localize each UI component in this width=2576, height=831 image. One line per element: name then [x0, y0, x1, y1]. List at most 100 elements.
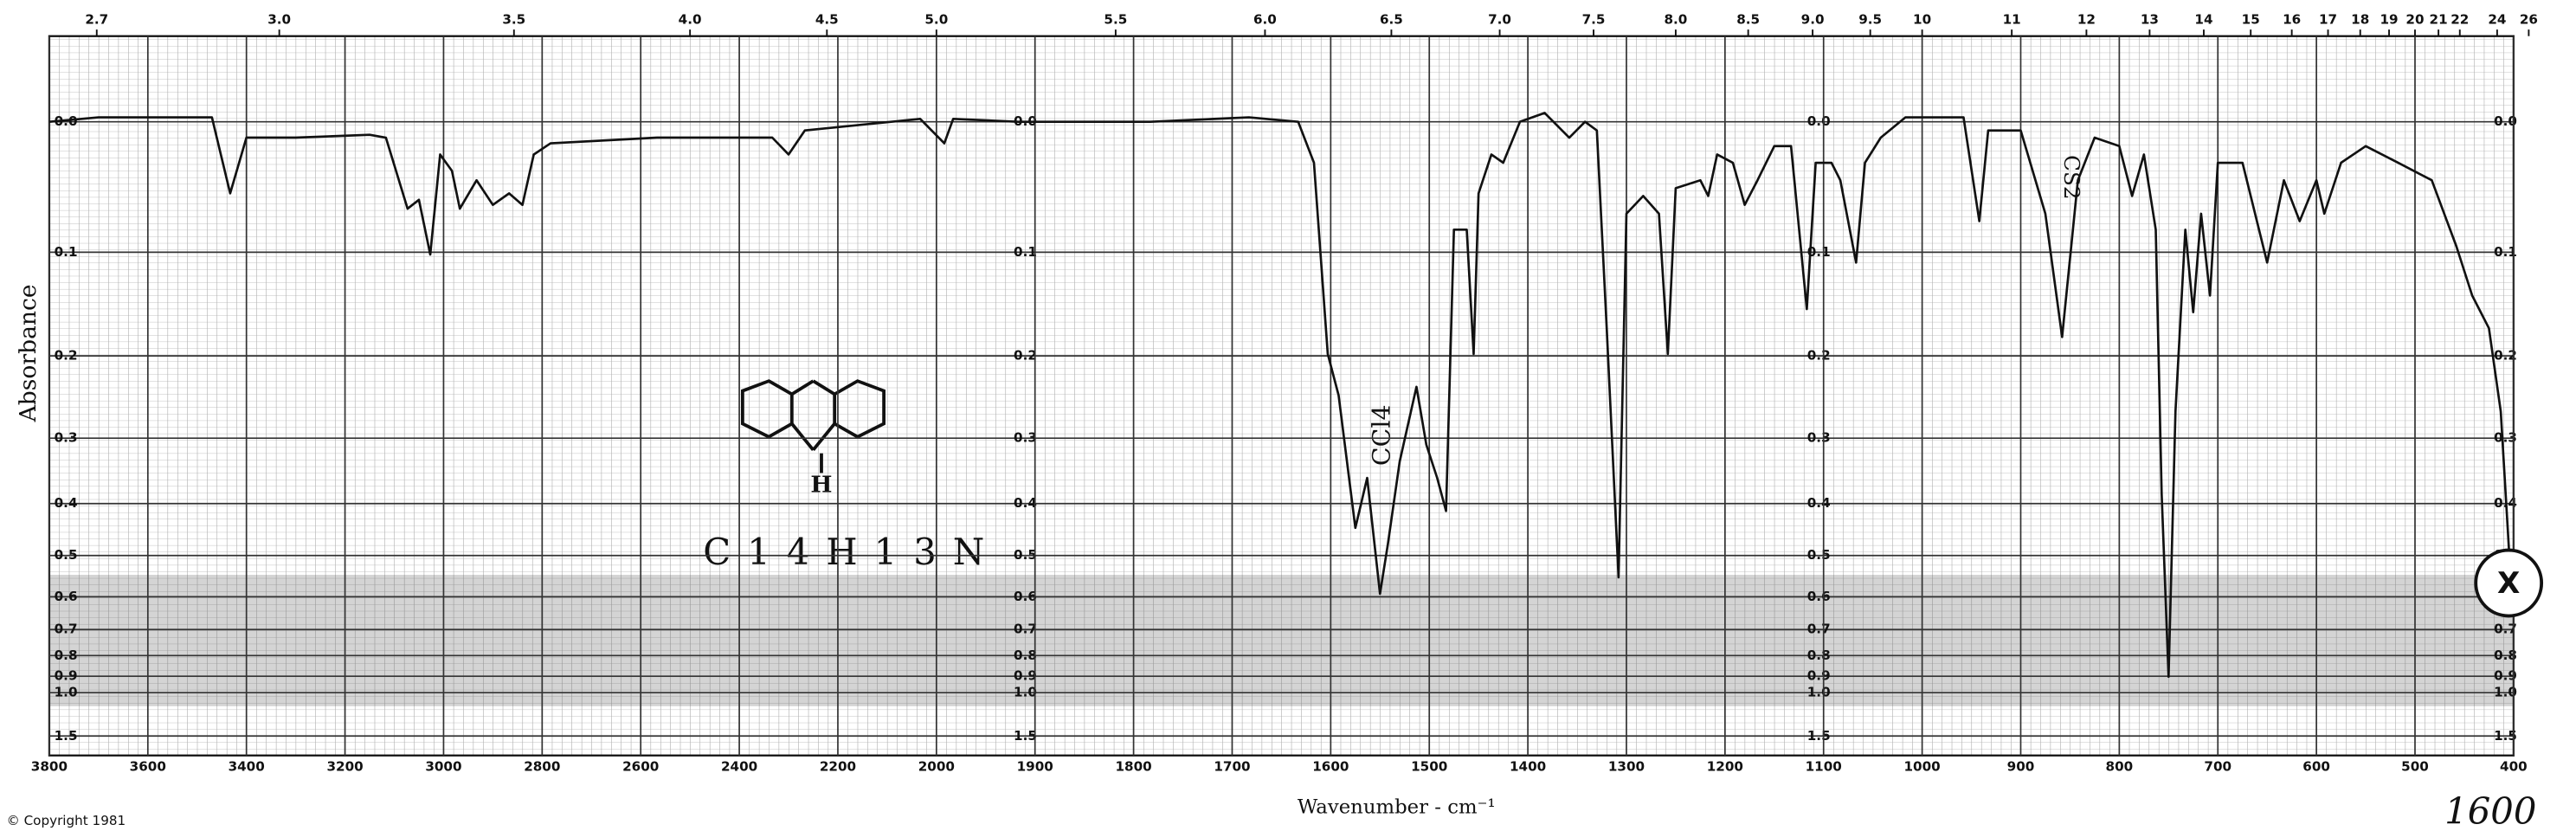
micron-tick-label: 20: [2405, 11, 2424, 27]
x-tick-label: 700: [2204, 759, 2231, 775]
x-tick-label: 900: [2007, 759, 2035, 775]
y-tick-label: 0.5: [1014, 547, 1037, 563]
y-tick-label: 0.8: [1807, 647, 1831, 663]
y-tick-label: 0.9: [2494, 668, 2517, 684]
y-tick-label: 0.7: [55, 622, 78, 637]
x-tick-label: 500: [2401, 759, 2429, 775]
y-tick-label: 0.7: [1014, 622, 1037, 637]
micron-tick-label: 14: [2194, 11, 2212, 27]
micron-tick-label: 8.0: [1664, 11, 1687, 27]
y-tick-label: 1.0: [2494, 685, 2517, 700]
micron-tick-label: 13: [2141, 11, 2159, 27]
formula: C14H13N: [703, 531, 1001, 573]
y-tick-label: 0.3: [1014, 430, 1037, 446]
y-tick-label: 0.7: [1807, 622, 1831, 637]
y-tick-label: 1.0: [55, 685, 78, 700]
x-tick-label: 3800: [31, 759, 68, 775]
x-tick-label: 2600: [622, 759, 659, 775]
y-tick-label: 1.5: [1014, 728, 1037, 744]
micron-tick-label: 24: [2488, 11, 2506, 27]
x-tick-label: 1200: [1707, 759, 1743, 775]
x-tick-label: 2200: [820, 759, 856, 775]
x-tick-label: 1100: [1806, 759, 1842, 775]
y-tick-label: 0.1: [1807, 244, 1831, 260]
x-tick-label: 400: [2500, 759, 2528, 775]
x-tick-label: 800: [2106, 759, 2134, 775]
x-tick-label: 600: [2302, 759, 2330, 775]
micron-tick-label: 4.5: [815, 11, 839, 27]
y-tick-label: 0.0: [2494, 113, 2517, 129]
x-tick-label: 1300: [1608, 759, 1645, 775]
y-tick-label: 0.2: [55, 348, 78, 364]
spectrum-line: [48, 112, 2512, 679]
y-tick-label: 0.2: [1807, 348, 1831, 364]
close-label[interactable]: X: [2497, 566, 2520, 601]
micron-tick-label: 3.5: [502, 11, 525, 27]
x-tick-label: 2800: [524, 759, 560, 775]
x-tick-label: 3400: [229, 759, 265, 775]
y-tick-label: 0.1: [55, 244, 78, 260]
y-tick-label: 1.5: [2494, 728, 2517, 744]
micron-tick-label: 18: [2351, 11, 2369, 27]
close-button[interactable]: X: [2474, 548, 2544, 618]
y-tick-label: 1.0: [1014, 685, 1037, 700]
micron-tick-label: 6.5: [1380, 11, 1403, 27]
y-tick-label: 0.4: [1807, 495, 1831, 511]
micron-tick-label: 6.0: [1253, 11, 1277, 27]
x-tick-label: 1900: [1017, 759, 1053, 775]
x-tick-label: 1400: [1510, 759, 1546, 775]
structure: [740, 379, 886, 473]
micron-tick-label: 17: [2319, 11, 2337, 27]
micron-tick-label: 2.7: [85, 11, 108, 27]
micron-tick-label: 5.0: [924, 11, 948, 27]
x-tick-label: 2000: [918, 759, 955, 775]
y-tick-label: 0.9: [1014, 668, 1037, 684]
micron-tick-label: 10: [1913, 11, 1931, 27]
y-tick-label: 0.2: [1014, 348, 1037, 364]
annotation: CCl4: [1368, 404, 1396, 466]
y-tick-label: 0.3: [55, 430, 78, 446]
y-tick-label: 0.7: [2494, 622, 2517, 637]
micron-tick-label: 3.0: [267, 11, 291, 27]
micron-tick-label: 21: [2430, 11, 2448, 27]
structure-atom: H: [810, 472, 832, 499]
graph-paper: [48, 35, 2514, 756]
micron-tick-label: 12: [2077, 11, 2096, 27]
micron-tick-label: 8.5: [1736, 11, 1760, 27]
x-tick-label: 3600: [130, 759, 166, 775]
y-tick-label: 0.6: [1014, 589, 1037, 604]
y-tick-label: 0.4: [55, 495, 78, 511]
close-circle[interactable]: [2474, 548, 2544, 618]
x-tick-label: 1000: [1903, 759, 1940, 775]
y-tick-label: 0.8: [2494, 647, 2517, 663]
y-tick-label: 0.2: [2494, 348, 2517, 364]
micron-tick-label: 9.0: [1801, 11, 1825, 27]
y-tick-label: 0.8: [1014, 647, 1037, 663]
x-tick-label: 1700: [1214, 759, 1250, 775]
micron-tick-label: 4.0: [679, 11, 702, 27]
micron-tick-label: 11: [2003, 11, 2021, 27]
y-tick-label: 0.3: [1807, 430, 1831, 446]
x-tick-label: 1500: [1411, 759, 1447, 775]
x-tick-label: 1800: [1115, 759, 1151, 775]
y-tick-label: 1.5: [1807, 728, 1831, 744]
y-tick-label: 0.1: [1014, 244, 1037, 260]
x-axis-label: Wavenumber - cm⁻¹: [1298, 796, 1496, 818]
y-tick-label: 0.6: [55, 589, 78, 604]
y-tick-label: 0.5: [55, 547, 78, 563]
micron-tick-label: 19: [2380, 11, 2398, 27]
micron-tick-label: 9.5: [1858, 11, 1882, 27]
copyright: © Copyright 1981: [7, 813, 126, 828]
y-tick-label: 0.9: [1807, 668, 1831, 684]
y-tick-label: 0.6: [1807, 589, 1831, 604]
x-tick-label: 3000: [425, 759, 461, 775]
micron-tick-label: 5.5: [1104, 11, 1127, 27]
micron-tick-label: 7.0: [1488, 11, 1511, 27]
x-tick-label: 2400: [721, 759, 757, 775]
micron-tick-label: 26: [2520, 11, 2538, 27]
y-tick-label: 0.3: [2494, 430, 2517, 446]
y-tick-label: 0.1: [2494, 244, 2517, 260]
annotation: CS2: [2059, 155, 2084, 199]
